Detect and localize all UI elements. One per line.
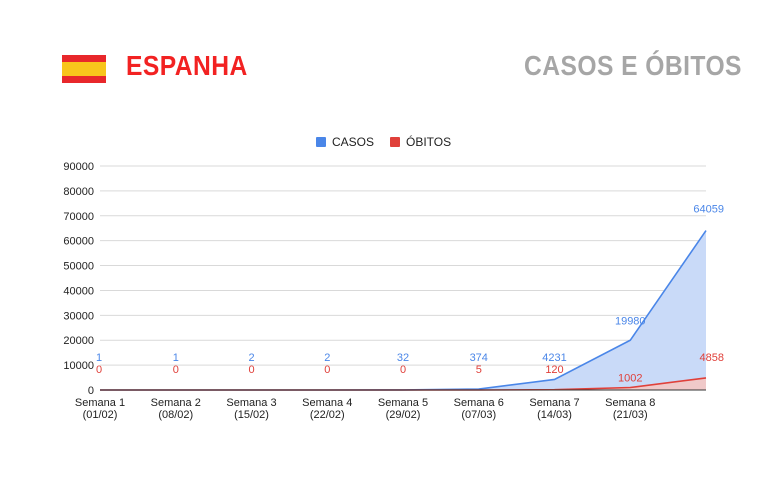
legend-casos-label: CASOS	[332, 135, 374, 149]
section-title: CASOS E ÓBITOS	[524, 50, 742, 81]
obitos-data-label: 0	[248, 364, 254, 376]
y-tick-label: 40000	[63, 285, 94, 297]
x-tick-label: Semana 5	[378, 397, 428, 409]
y-tick-label: 80000	[63, 186, 94, 198]
legend-casos-swatch	[316, 137, 326, 147]
obitos-data-label: 1002	[618, 373, 642, 385]
casos-data-label: 19980	[615, 315, 646, 327]
casos-data-label: 374	[470, 352, 488, 364]
x-tick-label: Semana 2	[151, 397, 201, 409]
flag-stripe-top	[62, 55, 106, 62]
y-tick-label: 0	[88, 385, 94, 397]
obitos-data-label: 4858	[700, 352, 724, 364]
obitos-data-label: 0	[324, 364, 330, 376]
x-tick-label: Semana 4	[302, 397, 352, 409]
flag-stripe-middle	[62, 62, 106, 76]
x-tick-label: Semana 8	[605, 397, 655, 409]
x-tick-label: Semana 3	[226, 397, 276, 409]
casos-data-label: 64059	[693, 204, 724, 216]
x-tick-label: Semana 6	[454, 397, 504, 409]
x-tick-sublabel: (21/03)	[613, 409, 648, 421]
obitos-data-label: 120	[545, 364, 563, 376]
casos-data-label: 32	[397, 352, 409, 364]
flag-stripe-bottom	[62, 76, 106, 83]
obitos-data-label: 5	[476, 364, 482, 376]
x-tick-sublabel: (15/02)	[234, 409, 269, 421]
y-tick-label: 30000	[63, 310, 94, 322]
y-tick-label: 70000	[63, 211, 94, 223]
y-tick-label: 50000	[63, 261, 94, 273]
casos-area	[100, 230, 706, 390]
x-tick-sublabel: (07/03)	[461, 409, 496, 421]
obitos-data-label: 0	[400, 364, 406, 376]
y-tick-label: 10000	[63, 360, 94, 372]
y-tick-label: 20000	[63, 335, 94, 347]
x-tick-sublabel: (14/03)	[537, 409, 572, 421]
country-title: ESPANHA	[126, 50, 248, 81]
y-tick-label: 90000	[63, 161, 94, 173]
spain-flag-icon	[62, 55, 106, 83]
obitos-area	[100, 377, 706, 390]
x-tick-sublabel: (01/02)	[83, 409, 118, 421]
x-tick-sublabel: (29/02)	[386, 409, 421, 421]
obitos-data-label: 0	[173, 364, 179, 376]
casos-data-label: 4231	[542, 352, 566, 364]
y-tick-label: 60000	[63, 236, 94, 248]
casos-data-label: 1	[96, 352, 102, 364]
casos-data-label: 2	[324, 352, 330, 364]
x-tick-label: Semana 7	[529, 397, 579, 409]
x-tick-sublabel: (08/02)	[158, 409, 193, 421]
legend-obitos-label: ÓBITOS	[406, 134, 451, 149]
x-tick-label: Semana 1	[75, 397, 125, 409]
x-tick-sublabel: (22/02)	[310, 409, 345, 421]
casos-data-label: 1	[173, 352, 179, 364]
obitos-data-label: 0	[96, 364, 102, 376]
legend-obitos-swatch	[390, 137, 400, 147]
casos-data-label: 2	[248, 352, 254, 364]
